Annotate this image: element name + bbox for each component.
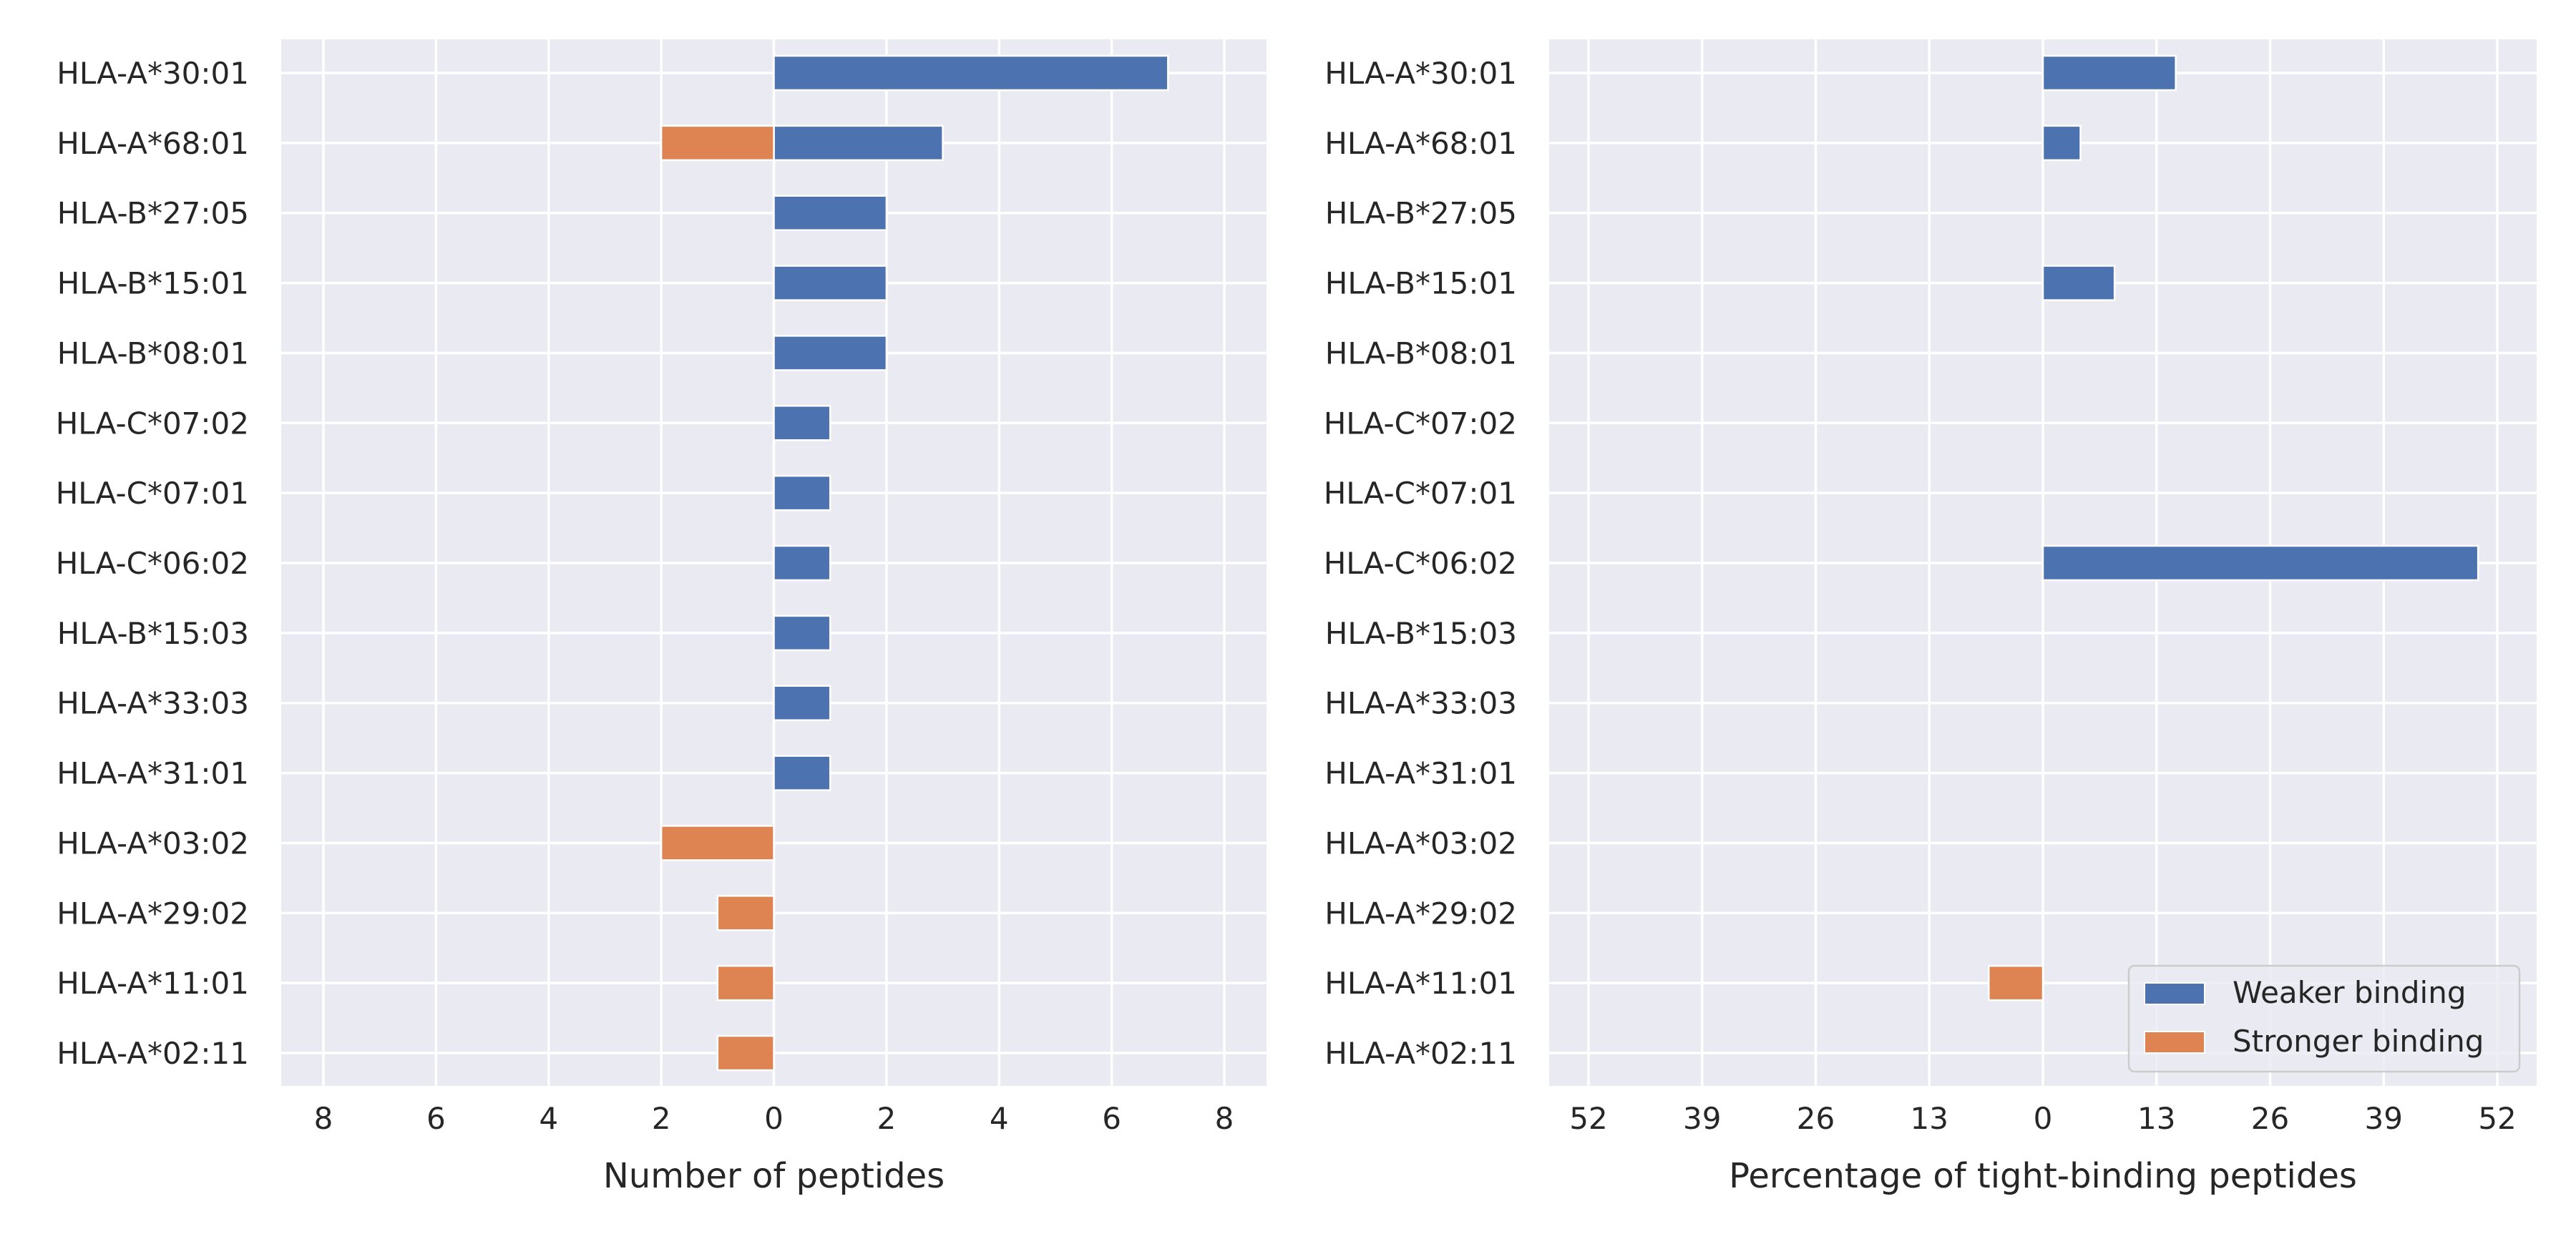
x-tick-label: 8 [1215, 1101, 1234, 1136]
y-tick-label: HLA-A*68:01 [57, 126, 249, 161]
y-tick-label: HLA-B*15:03 [57, 616, 249, 651]
legend-label: Stronger binding [2233, 1024, 2484, 1059]
y-tick-label: HLA-B*08:01 [57, 336, 249, 371]
x-axis-label: Number of peptides [603, 1156, 945, 1196]
y-tick-label: HLA-C*06:02 [56, 546, 249, 581]
x-tick-label: 52 [1569, 1101, 1607, 1136]
x-tick-label: 39 [1683, 1101, 1721, 1136]
bar [716, 895, 775, 931]
y-tick-label: HLA-B*15:01 [57, 266, 249, 301]
x-tick-label: 2 [652, 1101, 671, 1136]
x-tick-label: 13 [1911, 1101, 1948, 1136]
y-tick-label: HLA-C*07:01 [1324, 476, 1517, 511]
y-tick-label: HLA-A*33:03 [1324, 686, 1517, 721]
y-tick-label: HLA-A*03:02 [1324, 826, 1517, 861]
y-tick-label: HLA-A*29:02 [57, 896, 249, 931]
x-tick-label: 52 [2478, 1101, 2516, 1136]
x-axis-label: Percentage of tight-binding peptides [1729, 1156, 2357, 1196]
bar [773, 405, 831, 441]
right-chart-percentage-tight-binding: HLA-A*30:01 HLA-A*68:01 HLA-B*27:05 HLA-B*1… [1324, 39, 2537, 1196]
y-tick-label: HLA-A*30:01 [1324, 56, 1517, 91]
bar [2041, 544, 2479, 582]
bar [2041, 265, 2116, 301]
x-tick-label: 13 [2137, 1101, 2175, 1136]
legend: Weaker binding Stronger binding [2127, 964, 2521, 1073]
bar [660, 825, 775, 861]
bar [1988, 964, 2044, 1002]
bar [716, 1034, 775, 1072]
x-tick-label: 6 [426, 1101, 446, 1136]
bar [773, 195, 888, 231]
y-tick-label: HLA-A*31:01 [1324, 756, 1517, 791]
y-tick-label: HLA-B*15:01 [1325, 266, 1517, 301]
x-tick-label: 26 [2251, 1101, 2289, 1136]
bar [773, 265, 888, 301]
bar [2041, 54, 2177, 92]
y-tick-label: HLA-A*03:02 [57, 826, 249, 861]
bar [773, 124, 944, 162]
x-tick-label: 8 [314, 1101, 333, 1136]
bar [660, 124, 775, 162]
x-tick-label: 0 [764, 1101, 784, 1136]
y-tick-label: HLA-B*27:05 [57, 196, 249, 231]
y-tick-label: HLA-A*11:01 [57, 966, 249, 1001]
bar [773, 755, 831, 791]
bar [773, 54, 1169, 92]
y-tick-label: HLA-B*15:03 [1325, 616, 1517, 651]
x-tick-label: 6 [1102, 1101, 1121, 1136]
x-tick-label: 39 [2365, 1101, 2403, 1136]
legend-swatch [2144, 1031, 2205, 1054]
y-tick-label: HLA-B*27:05 [1325, 196, 1517, 231]
bar [773, 685, 831, 721]
legend-frame [2127, 964, 2521, 1073]
y-tick-label: HLA-A*02:11 [1324, 1036, 1517, 1071]
legend-label: Weaker binding [2233, 975, 2466, 1010]
bar [773, 544, 831, 582]
bar [716, 964, 775, 1002]
left-chart-number-of-peptides: HLA-A*30:01 HLA-A*68:01 HLA-B*27:05 HLA-B*1… [56, 39, 1267, 1196]
x-tick-label: 4 [539, 1101, 558, 1136]
y-tick-label: HLA-B*08:01 [1325, 336, 1517, 371]
bar [2041, 124, 2082, 162]
x-tick-label: 2 [877, 1101, 897, 1136]
x-tick-label: 4 [990, 1101, 1009, 1136]
bar [773, 335, 888, 371]
x-tick-label: 26 [1797, 1101, 1835, 1136]
y-tick-label: HLA-C*07:02 [56, 406, 249, 441]
legend-swatch [2144, 982, 2205, 1005]
y-tick-label: HLA-A*30:01 [57, 56, 249, 91]
y-tick-label: HLA-C*07:02 [1324, 406, 1517, 441]
y-tick-label: HLA-C*06:02 [1324, 546, 1517, 581]
y-tick-label: HLA-A*31:01 [57, 756, 249, 791]
y-tick-label: HLA-A*29:02 [1324, 896, 1517, 931]
bar [773, 474, 831, 511]
y-tick-label: HLA-A*11:01 [1324, 966, 1517, 1001]
y-tick-label: HLA-A*02:11 [57, 1036, 249, 1071]
y-tick-label: HLA-C*07:01 [56, 476, 249, 511]
y-tick-label: HLA-A*33:03 [57, 686, 249, 721]
bar [773, 614, 831, 652]
y-tick-label: HLA-A*68:01 [1324, 126, 1517, 161]
x-tick-label: 0 [2034, 1101, 2053, 1136]
